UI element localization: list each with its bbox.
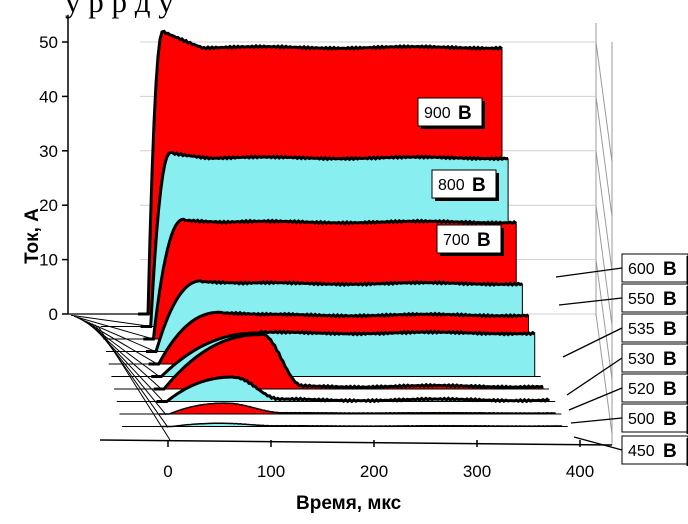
wall-gridline [595,259,613,380]
leader-line [558,297,623,306]
series-line [148,310,530,366]
wall-gridline [595,150,613,271]
series-label-unit: В [663,289,677,310]
series-label-unit: В [477,230,491,251]
series-line [145,279,524,353]
leader-line [562,327,623,358]
series-label-box [621,343,688,373]
series-label-value: 600 [628,261,655,278]
series-label-unit: В [663,319,677,340]
y-tick-label: 10 [39,251,58,270]
leader-line [566,357,623,396]
x-tick-label: 300 [463,462,491,481]
x-axis-title: Время, мкс [296,493,402,514]
wall-gridline [595,313,613,435]
y-tick-label: 0 [49,305,58,324]
y-tick-label: 20 [39,196,58,215]
series-label-box [621,403,688,433]
series-label-value: 900 [424,105,451,122]
x-axis-line [99,439,613,446]
series-label-value: 500 [628,411,655,428]
series-label-box [621,283,688,313]
series-label-box [436,224,502,254]
series-label-value: 520 [628,381,655,398]
floor-depth-line [70,314,153,328]
y-tick-label: 40 [39,87,58,106]
series-label-value: 535 [628,321,655,338]
series-label-unit: В [663,349,677,370]
series-line [159,402,556,415]
x-tick-label: 0 [163,462,172,481]
series-label-value: 700 [443,232,470,249]
series-area [156,377,550,402]
series-label-value: 550 [628,291,655,308]
series-label-value: 800 [438,177,465,194]
series-label-box [621,373,688,403]
series-label-unit: В [472,175,486,196]
series-label-unit: В [458,103,472,124]
series-label-box [621,435,688,465]
leader-line [570,417,623,424]
leader-line [568,387,623,411]
series-label-box [621,313,688,343]
y-axis-title: Ток, А [21,208,43,264]
floor-depth-line [97,325,171,441]
series-line [140,150,509,328]
series-line [156,375,551,404]
wall-gridline [595,41,613,163]
series-line [138,29,503,316]
series-area [159,403,556,414]
x-tick-label: 100 [257,462,285,481]
series-area [153,334,544,389]
x-tick-label: 400 [566,462,594,481]
y-tick-label: 50 [39,33,58,52]
leader-line [573,436,623,451]
x-tick-label: 200 [360,462,388,481]
leader-line [555,267,623,278]
wall-gridline [595,205,613,326]
series-label-value: 450 [628,443,655,460]
series-label-unit: В [663,409,677,430]
series-label-unit: В [663,441,677,462]
series-label-unit: В [663,259,677,280]
series-line [143,217,518,341]
series-label-box [621,253,688,283]
series-line [153,332,544,391]
cropped-caption-text: у р р д у [65,0,174,19]
series-line [151,329,536,378]
series-label-value: 530 [628,351,655,368]
wall-gridline [595,96,613,217]
series-label-box [431,169,497,199]
y-tick-label: 30 [39,142,58,161]
series-label-unit: В [663,379,677,400]
series-label-box [417,97,483,127]
floor-depth-line [73,315,155,340]
